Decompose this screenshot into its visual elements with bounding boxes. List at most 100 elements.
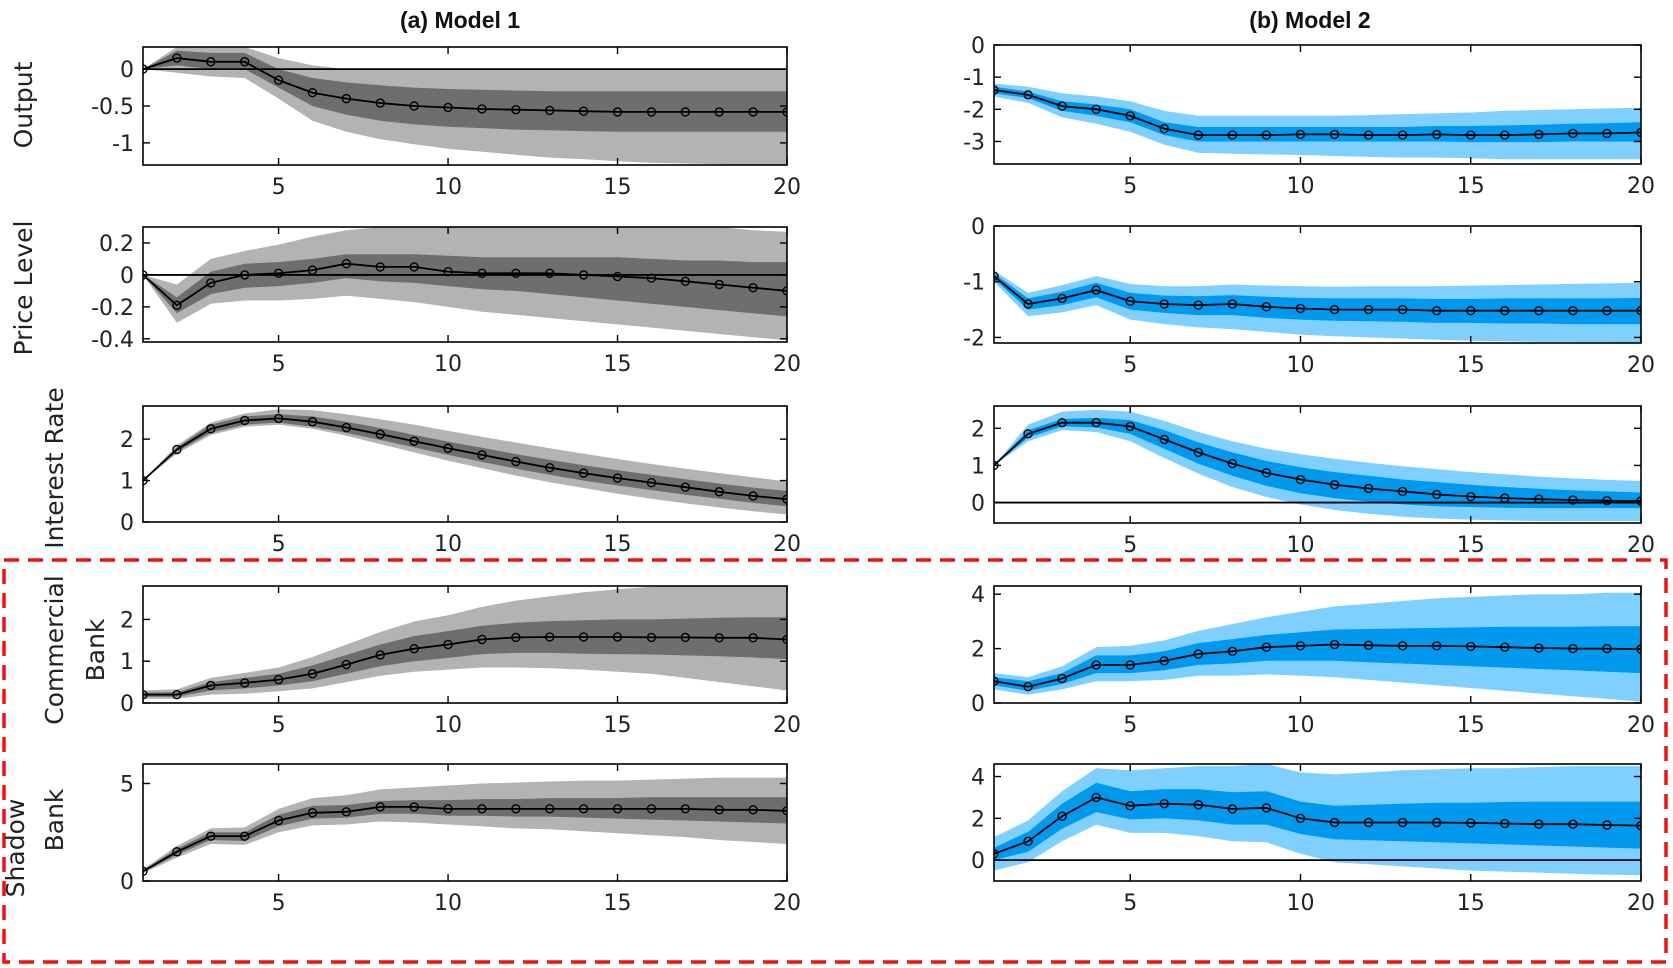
model2-price-ytick-label: -1 xyxy=(963,271,985,296)
model1-commercial-point xyxy=(341,659,352,670)
model2-shadow-xtick-label: 15 xyxy=(1457,891,1485,916)
model1-price-point xyxy=(680,276,691,287)
model2-price-point xyxy=(1193,300,1204,310)
model1-commercial-axes-box xyxy=(142,585,788,704)
model2-shadow-point xyxy=(1397,817,1408,828)
model2-shadow-point xyxy=(1466,818,1476,828)
model2-commercial-ytick-label: 4 xyxy=(971,583,985,608)
model1-interest-point xyxy=(782,494,787,504)
model1-interest-panel: 5 10 15 20 0 1 2 xyxy=(120,405,801,557)
model1-price-point xyxy=(239,270,250,280)
model1-interest-point xyxy=(714,487,724,497)
model2-commercial-point xyxy=(1125,660,1135,670)
model1-interest-xtick-label: 20 xyxy=(773,532,801,557)
model2-price-point xyxy=(1500,305,1510,316)
model1-shadow-point xyxy=(341,807,352,817)
model2-commercial-median-line xyxy=(994,643,1641,688)
model1-price-point xyxy=(511,268,521,279)
model1-commercial-ytick-label: 0 xyxy=(120,692,134,717)
model2-price-xtick-label: 15 xyxy=(1457,353,1485,378)
model1-interest-ytick-label: 0 xyxy=(120,511,134,536)
model2-shadow-point xyxy=(1057,811,1067,821)
model1-title: (a) Model 1 xyxy=(400,7,520,33)
model1-price-point xyxy=(748,282,758,293)
model2-shadow-point xyxy=(1636,820,1641,831)
model1-output-plot-area xyxy=(143,47,787,165)
model1-commercial-plot-area xyxy=(143,586,787,700)
model2-interest-point xyxy=(1329,480,1340,490)
model2-price-point xyxy=(1534,305,1544,316)
model2-shadow-xtick-label: 5 xyxy=(1123,891,1137,916)
model1-shadow-median-line xyxy=(143,806,787,873)
model2-output-point xyxy=(1534,129,1544,140)
model1-price-point xyxy=(714,279,724,290)
model2-output-point xyxy=(1329,129,1340,140)
model1-interest-point xyxy=(341,422,352,433)
model1-output-point xyxy=(341,93,352,104)
model1-output-point xyxy=(375,98,385,108)
model2-output-point xyxy=(1636,127,1641,138)
model1-output-panel: 5 10 15 20 0 -0.5 -1 xyxy=(91,46,801,200)
model1-commercial-point xyxy=(680,632,691,643)
model1-shadow-xtick-label: 5 xyxy=(272,891,286,916)
highlight-box xyxy=(2,558,1668,964)
model2-shadow-point xyxy=(1568,819,1578,829)
model1-price-inner-band xyxy=(143,254,787,317)
model1-price-point xyxy=(443,267,453,277)
model2-price-point xyxy=(1329,304,1340,315)
model2-interest-point xyxy=(1261,468,1272,478)
model2-price-point xyxy=(1397,304,1408,315)
model2-interest-point xyxy=(1023,429,1033,439)
row-label-shadow: Shadow xyxy=(1,799,30,898)
model2-commercial-point xyxy=(1091,660,1101,670)
model2-interest-point xyxy=(1125,421,1135,432)
model2-output-ytick-label: -3 xyxy=(963,130,985,155)
model1-shadow-point xyxy=(273,815,284,826)
model2-interest-median-line xyxy=(994,421,1641,502)
model2-price-point xyxy=(1466,305,1476,316)
model2-shadow-point xyxy=(1193,800,1204,810)
model2-output-point xyxy=(1125,111,1135,121)
model1-interest-ytick-label: 1 xyxy=(120,470,134,495)
model1-interest-point xyxy=(206,424,216,434)
model1-shadow-point xyxy=(477,804,487,814)
model1-shadow-point xyxy=(748,805,758,815)
model1-output-point xyxy=(748,107,758,117)
model1-price-point xyxy=(782,286,787,296)
model2-interest-point xyxy=(1057,418,1067,428)
model2-commercial-xtick-label: 10 xyxy=(1286,713,1314,738)
model1-commercial-point xyxy=(612,632,623,642)
model2-commercial-point xyxy=(1363,640,1374,651)
model1-commercial-point xyxy=(239,678,250,688)
model2-price-point xyxy=(1023,299,1033,309)
model2-title: (b) Model 2 xyxy=(1249,7,1370,33)
model2-shadow-point xyxy=(1329,817,1340,828)
model2-shadow-xtick-label: 10 xyxy=(1286,891,1314,916)
model1-price-xtick-label: 15 xyxy=(604,352,632,377)
model1-output-point xyxy=(782,107,787,117)
model1-price-ytick-label: 0.2 xyxy=(99,232,134,257)
model1-commercial-point xyxy=(273,674,284,685)
model2-shadow-point xyxy=(1091,792,1101,803)
model1-interest-point xyxy=(511,456,521,467)
model2-commercial-point xyxy=(1466,641,1476,652)
model2-output-xtick-label: 15 xyxy=(1457,174,1485,199)
model1-price-point xyxy=(206,278,216,288)
row-label-commercial-bank: Bank xyxy=(81,618,110,681)
model2-output-panel: 5 10 15 20 0 -1 -2 -3 xyxy=(963,34,1655,199)
model2-commercial-panel: 5 10 15 20 0 2 4 xyxy=(971,583,1655,738)
model2-output-median-line xyxy=(994,89,1641,137)
model2-shadow-ytick-label: 2 xyxy=(971,807,985,832)
model2-price-point xyxy=(994,271,999,281)
model1-output-point xyxy=(578,106,589,116)
model2-price-point xyxy=(1431,305,1442,316)
model2-price-point xyxy=(1261,302,1272,312)
model1-commercial-xtick-label: 15 xyxy=(604,713,632,738)
model1-commercial-point xyxy=(477,634,487,645)
model1-price-point xyxy=(477,268,487,279)
model1-output-xtick-label: 15 xyxy=(604,175,632,200)
model2-shadow-point xyxy=(1431,817,1442,828)
model1-output-point xyxy=(714,107,724,117)
model2-interest-ytick-label: 1 xyxy=(971,454,985,479)
